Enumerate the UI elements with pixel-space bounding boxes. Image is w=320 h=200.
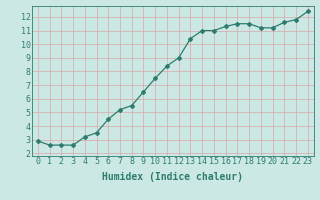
X-axis label: Humidex (Indice chaleur): Humidex (Indice chaleur) bbox=[102, 172, 243, 182]
